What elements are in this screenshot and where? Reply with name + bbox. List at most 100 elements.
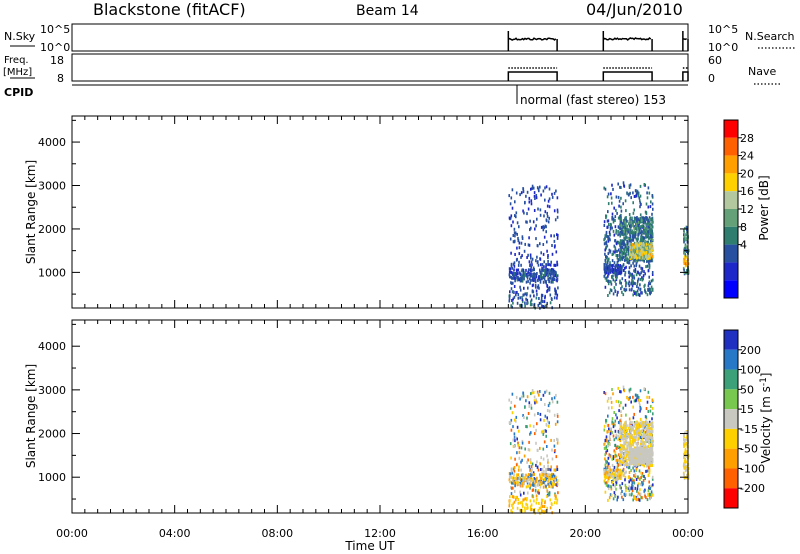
scatter-cell [616, 461, 619, 465]
scatter-cell [548, 484, 550, 488]
scatter-cell [632, 236, 635, 240]
scatter-cell [523, 482, 525, 486]
scatter-cell [634, 393, 637, 397]
scatter-cell [521, 237, 524, 240]
scatter-cell [643, 459, 646, 463]
scatter-cell [629, 224, 631, 228]
scatter-cell [526, 274, 529, 278]
scatter-cell [547, 278, 549, 281]
scatter-cell [555, 455, 558, 459]
scatter-cell [611, 473, 613, 477]
scatter-cell [532, 473, 535, 477]
scatter-cell [509, 480, 511, 484]
scatter-cell [533, 499, 535, 503]
scatter-cell [543, 275, 545, 279]
scatter-cell [635, 227, 637, 231]
scatter-cell [529, 228, 531, 232]
scatter-cell [620, 429, 623, 433]
scatter-cell [629, 248, 631, 252]
scatter-cell [525, 399, 527, 403]
scatter-cell [510, 264, 513, 268]
scatter-cell [634, 268, 637, 271]
scatter-cell [514, 404, 516, 408]
scatter-cell [641, 216, 643, 220]
scatter-cell [518, 241, 521, 245]
scatter-cell [649, 230, 651, 234]
scatter-cell [524, 497, 527, 501]
scatter-cell [607, 237, 609, 241]
scatter-cell [614, 250, 616, 254]
scatter-cell [607, 498, 609, 502]
scatter-cell [528, 243, 531, 247]
scatter-cell [516, 451, 518, 455]
scatter-cell [608, 435, 611, 439]
scatter-cell [527, 253, 529, 257]
scatter-cell [645, 427, 647, 431]
scatter-cell [604, 285, 607, 289]
scatter-cell [605, 437, 608, 441]
scatter-cell [615, 231, 617, 235]
scatter-cell [634, 472, 637, 476]
scatter-cell [619, 214, 621, 218]
scatter-cell [636, 489, 638, 493]
scatter-cell [542, 510, 545, 513]
scatter-cell [635, 427, 638, 431]
scatter-cell [543, 265, 545, 269]
scatter-cell [604, 392, 607, 396]
scatter-cell [614, 246, 617, 250]
scatter-cell [550, 278, 553, 282]
scatter-cell [639, 432, 641, 436]
scatter-cell [545, 263, 547, 267]
freq-trace [507, 67, 689, 81]
scatter-cell [516, 437, 518, 441]
scatter-cell [617, 264, 620, 267]
scatter-cell [556, 263, 559, 267]
scatter-cell [632, 395, 634, 399]
scatter-cell [632, 191, 634, 195]
scatter-cell [628, 219, 631, 223]
scatter-cell [649, 461, 651, 465]
scatter-cell [620, 242, 623, 246]
scatter-cell [685, 232, 687, 236]
scatter-cell [684, 260, 687, 264]
scatter-cell [628, 213, 631, 216]
scatter-cell [515, 395, 518, 399]
scatter-cell [648, 228, 651, 232]
scatter-cell [637, 396, 640, 399]
scatter-cell [517, 296, 520, 300]
scatter-cell [630, 455, 632, 459]
scatter-cell [539, 268, 541, 272]
scatter-cell [650, 484, 653, 488]
scatter-cell [526, 276, 529, 280]
scatter-cell [619, 270, 621, 274]
scatter-cell [521, 303, 523, 307]
scatter-cell [546, 454, 548, 458]
scatter-cell [550, 280, 552, 284]
scatter-cell [619, 460, 621, 463]
colorbar-frame [723, 329, 739, 509]
scatter-cell [620, 401, 622, 405]
scatter-cell [510, 304, 512, 308]
scatter-cell [523, 491, 525, 495]
scatter-cell [510, 224, 513, 228]
scatter-cell [511, 188, 514, 192]
scatter-cell [534, 277, 537, 281]
scatter-cell [530, 465, 533, 469]
scatter-cell [622, 268, 625, 272]
scatter-cell [637, 446, 640, 450]
scatter-cell [616, 256, 619, 260]
scatter-cell [529, 268, 532, 272]
scatter-cell [631, 246, 634, 250]
colorbar-swatch [724, 226, 738, 245]
scatter-cell [634, 189, 637, 193]
scatter-cell [615, 195, 618, 199]
scatter-cell [651, 202, 654, 206]
scatter-cell [555, 290, 557, 294]
scatter-cell [540, 225, 543, 229]
scatter-cell [686, 245, 688, 249]
scatter-cell [528, 272, 531, 276]
scatter-cell [547, 458, 549, 462]
scatter-cell [513, 240, 516, 244]
scatter-cell [642, 220, 645, 224]
colorbar-swatch [724, 330, 738, 350]
